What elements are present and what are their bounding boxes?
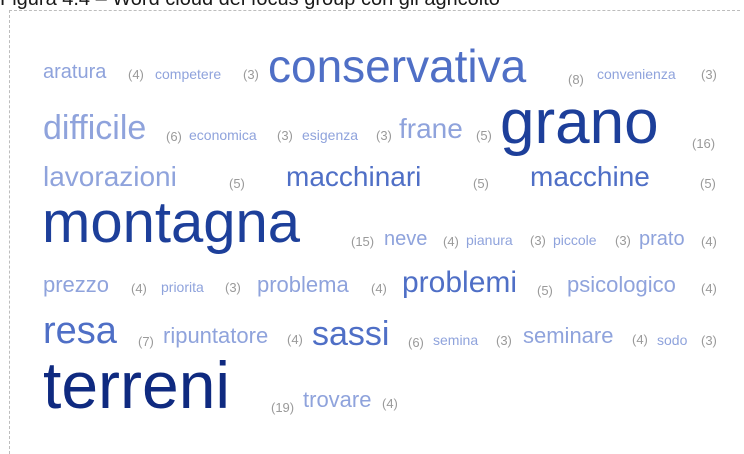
cloud-count-prezzo: (4) bbox=[131, 281, 147, 296]
cloud-count-economica: (3) bbox=[277, 128, 293, 143]
cloud-word-difficile: difficile bbox=[43, 109, 147, 147]
cloud-count-ripuntatore: (4) bbox=[287, 332, 303, 347]
cloud-word-priorita: priorita bbox=[161, 279, 204, 295]
cloud-count-priorita: (3) bbox=[225, 280, 241, 295]
cloud-word-frane: frane bbox=[399, 113, 463, 144]
cloud-word-conservativa: conservativa bbox=[268, 40, 527, 92]
cloud-word-problema: problema bbox=[257, 272, 349, 297]
cloud-count-esigenza: (3) bbox=[376, 128, 392, 143]
cloud-word-macchine: macchine bbox=[530, 161, 650, 192]
cloud-count-difficile: (6) bbox=[166, 129, 182, 144]
cloud-count-neve: (4) bbox=[443, 234, 459, 249]
cloud-count-prato: (4) bbox=[701, 234, 717, 249]
cloud-count-semina: (3) bbox=[496, 333, 512, 348]
cloud-word-competere: competere bbox=[155, 66, 222, 82]
cloud-count-lavorazioni: (5) bbox=[229, 176, 245, 191]
cloud-word-sodo: sodo bbox=[657, 332, 688, 348]
cloud-count-frane: (5) bbox=[476, 128, 492, 143]
cloud-word-trovare: trovare bbox=[303, 387, 372, 412]
cloud-word-convenienza: convenienza bbox=[597, 66, 676, 82]
cloud-word-resa: resa bbox=[43, 310, 117, 352]
cloud-count-grano: (16) bbox=[692, 136, 716, 151]
cloud-word-seminare: seminare bbox=[523, 323, 614, 348]
cloud-count-resa: (7) bbox=[138, 334, 154, 349]
figure-caption: Figura 4.4 – Word cloud del focus group … bbox=[0, 0, 744, 10]
cloud-count-aratura: (4) bbox=[128, 67, 144, 82]
cloud-count-macchine: (5) bbox=[700, 176, 716, 191]
cloud-word-prato: prato bbox=[639, 228, 685, 250]
cloud-count-pianura: (3) bbox=[530, 233, 546, 248]
cloud-count-piccole: (3) bbox=[615, 233, 631, 248]
cloud-word-ripuntatore: ripuntatore bbox=[163, 323, 269, 348]
cloud-word-aratura: aratura bbox=[43, 61, 107, 83]
cloud-word-psicologico: psicologico bbox=[567, 272, 676, 297]
cloud-count-convenienza: (3) bbox=[701, 67, 717, 82]
cloud-count-macchinari: (5) bbox=[473, 176, 489, 191]
cloud-word-macchinari: macchinari bbox=[286, 161, 422, 192]
cloud-count-problema: (4) bbox=[371, 281, 387, 296]
cloud-frame bbox=[9, 10, 740, 454]
cloud-word-piccole: piccole bbox=[553, 232, 597, 248]
cloud-count-montagna: (15) bbox=[351, 234, 375, 249]
cloud-word-pianura: pianura bbox=[466, 232, 513, 248]
cloud-count-psicologico: (4) bbox=[701, 281, 717, 296]
cloud-count-competere: (3) bbox=[243, 67, 259, 82]
cloud-count-sodo: (3) bbox=[701, 333, 717, 348]
cloud-word-economica: economica bbox=[189, 127, 257, 143]
cloud-count-conservativa: (8) bbox=[568, 72, 584, 87]
cloud-word-semina: semina bbox=[433, 332, 479, 348]
cloud-count-terreni: (19) bbox=[271, 400, 295, 415]
cloud-count-problemi: (5) bbox=[537, 283, 553, 298]
cloud-count-sassi: (6) bbox=[408, 335, 424, 350]
cloud-word-problemi: problemi bbox=[402, 266, 518, 299]
cloud-word-prezzo: prezzo bbox=[43, 272, 110, 297]
cloud-word-terreni: terreni bbox=[43, 348, 231, 422]
cloud-word-sassi: sassi bbox=[312, 315, 390, 353]
cloud-word-esigenza: esigenza bbox=[302, 127, 359, 143]
cloud-word-neve: neve bbox=[384, 228, 428, 250]
cloud-word-lavorazioni: lavorazioni bbox=[43, 161, 177, 192]
cloud-word-montagna: montagna bbox=[42, 190, 300, 255]
cloud-word-grano: grano bbox=[500, 88, 659, 157]
cloud-count-trovare: (4) bbox=[382, 396, 398, 411]
cloud-count-seminare: (4) bbox=[632, 332, 648, 347]
